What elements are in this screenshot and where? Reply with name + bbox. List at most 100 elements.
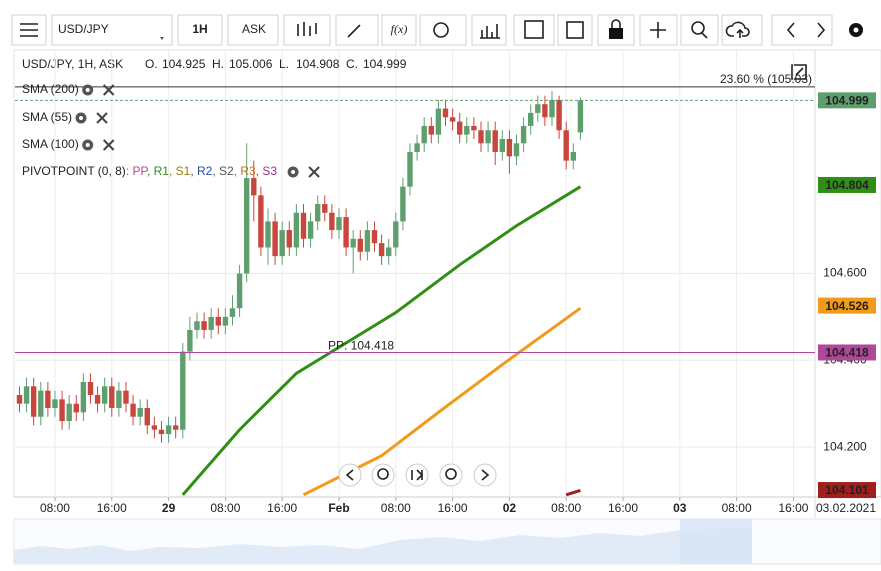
indicators-button[interactable] <box>471 14 507 46</box>
report-button[interactable] <box>557 14 593 46</box>
zoom-handle <box>701 32 708 39</box>
price-tag-label: 104.418 <box>825 346 869 360</box>
candle-body <box>73 403 79 413</box>
candle-body <box>542 104 548 118</box>
candle-body <box>116 390 122 409</box>
candle-body <box>364 230 371 252</box>
price-tag <box>818 297 876 314</box>
info-button[interactable] <box>419 14 467 46</box>
remove-icon[interactable] <box>102 139 115 151</box>
ohlc-label: O. <box>145 57 158 71</box>
candle-body <box>208 316 214 330</box>
remove-icon[interactable] <box>308 166 320 178</box>
remove-icon[interactable] <box>96 112 108 124</box>
candle-body <box>187 329 193 352</box>
candle-body <box>378 243 385 257</box>
timeframe-button[interactable] <box>177 14 223 46</box>
candle-body <box>38 390 44 417</box>
candle-body <box>563 130 569 161</box>
overlay: O. 104.925 H. 105.006 L. 104.908 C. 104.999 104.… <box>15 57 876 515</box>
candle-body <box>414 143 420 152</box>
candle-body <box>258 195 264 248</box>
candle-body <box>137 408 143 417</box>
candle-body <box>314 204 321 222</box>
candle-body <box>165 425 172 435</box>
legend-entry: SMA (100) <box>22 137 79 151</box>
side-button[interactable] <box>227 14 279 46</box>
zoom-out[interactable] <box>371 463 395 487</box>
candle-body <box>151 425 158 430</box>
candle-body <box>180 351 186 430</box>
candle-body <box>449 117 456 122</box>
zoom-in[interactable] <box>439 463 463 487</box>
scroll-left[interactable] <box>338 463 362 487</box>
pivot-part: , R2 <box>190 164 212 178</box>
x-tick-label: 08:00 <box>40 501 70 515</box>
candle-body <box>464 125 470 135</box>
remove-icon[interactable] <box>102 84 115 96</box>
ohlc-value: 104.999 <box>363 57 407 71</box>
candle-body <box>456 121 463 135</box>
candle-body <box>45 390 51 409</box>
pen-icon <box>347 24 361 38</box>
candle-body <box>172 425 179 430</box>
chart-type-button[interactable] <box>283 14 331 46</box>
price-tag <box>818 176 876 193</box>
pivot-name: PIVOTPOINT (0, 8) <box>22 164 126 178</box>
pivot-part: , R3 <box>234 164 256 178</box>
candle-body <box>194 321 200 330</box>
candle-body <box>130 403 136 417</box>
calendar-button[interactable] <box>513 14 555 46</box>
ohlc-label: L. <box>279 57 289 71</box>
zoom-button[interactable] <box>680 14 719 46</box>
function-button[interactable] <box>381 14 417 46</box>
candle-body <box>506 138 513 157</box>
candle-body <box>570 151 577 161</box>
candle-body <box>222 316 229 326</box>
ohlc-label: H. <box>212 57 224 71</box>
x-tick-label: 16:00 <box>778 501 808 515</box>
candle-body <box>385 247 392 257</box>
scroll-right[interactable] <box>473 463 497 487</box>
nav-arrows <box>786 22 826 38</box>
bars-icon <box>480 24 500 39</box>
expand-icon[interactable] <box>791 64 807 80</box>
report-icon <box>566 21 584 39</box>
candle-body <box>400 186 406 222</box>
zoom-out-icon <box>377 468 389 480</box>
candle-body <box>393 221 399 248</box>
cloud-button[interactable] <box>721 14 763 46</box>
settings-hole <box>85 88 90 92</box>
candle-body <box>215 316 221 326</box>
crosshair-icon <box>650 22 666 38</box>
candle-body <box>492 130 498 152</box>
ohlc-value: 104.908 <box>296 57 340 71</box>
reset[interactable] <box>405 463 429 487</box>
candle-body <box>30 386 37 417</box>
instrument: USD/JPY, 1H, ASK <box>22 57 123 71</box>
nav-buttons[interactable] <box>771 14 833 46</box>
candle-body <box>556 99 562 131</box>
settings-hole <box>85 143 90 147</box>
candle-body <box>322 204 328 213</box>
candle-body <box>371 230 378 244</box>
candle-body <box>80 381 87 413</box>
candle-body <box>478 130 484 144</box>
dropdown-arrow <box>160 37 164 40</box>
navigator <box>13 518 881 565</box>
zoom-icon <box>691 21 705 35</box>
candle-body <box>549 99 555 118</box>
pivot-part: , S1 <box>169 164 191 178</box>
x-tick-label: 02 <box>503 501 517 515</box>
info-icon <box>433 22 449 38</box>
side: ASK <box>242 22 266 36</box>
legend-entry: SMA (200) <box>22 82 79 96</box>
x-tick-label: 16:00 <box>267 501 297 515</box>
symbol-select[interactable] <box>51 14 173 46</box>
price-tag-label: 104.999 <box>825 94 869 108</box>
pivot-part: , S2 <box>212 164 234 178</box>
pivot-part: : PP <box>126 164 149 178</box>
candle-body <box>336 217 342 231</box>
x-tick-label: 08:00 <box>722 501 752 515</box>
draw-button[interactable] <box>335 14 379 46</box>
